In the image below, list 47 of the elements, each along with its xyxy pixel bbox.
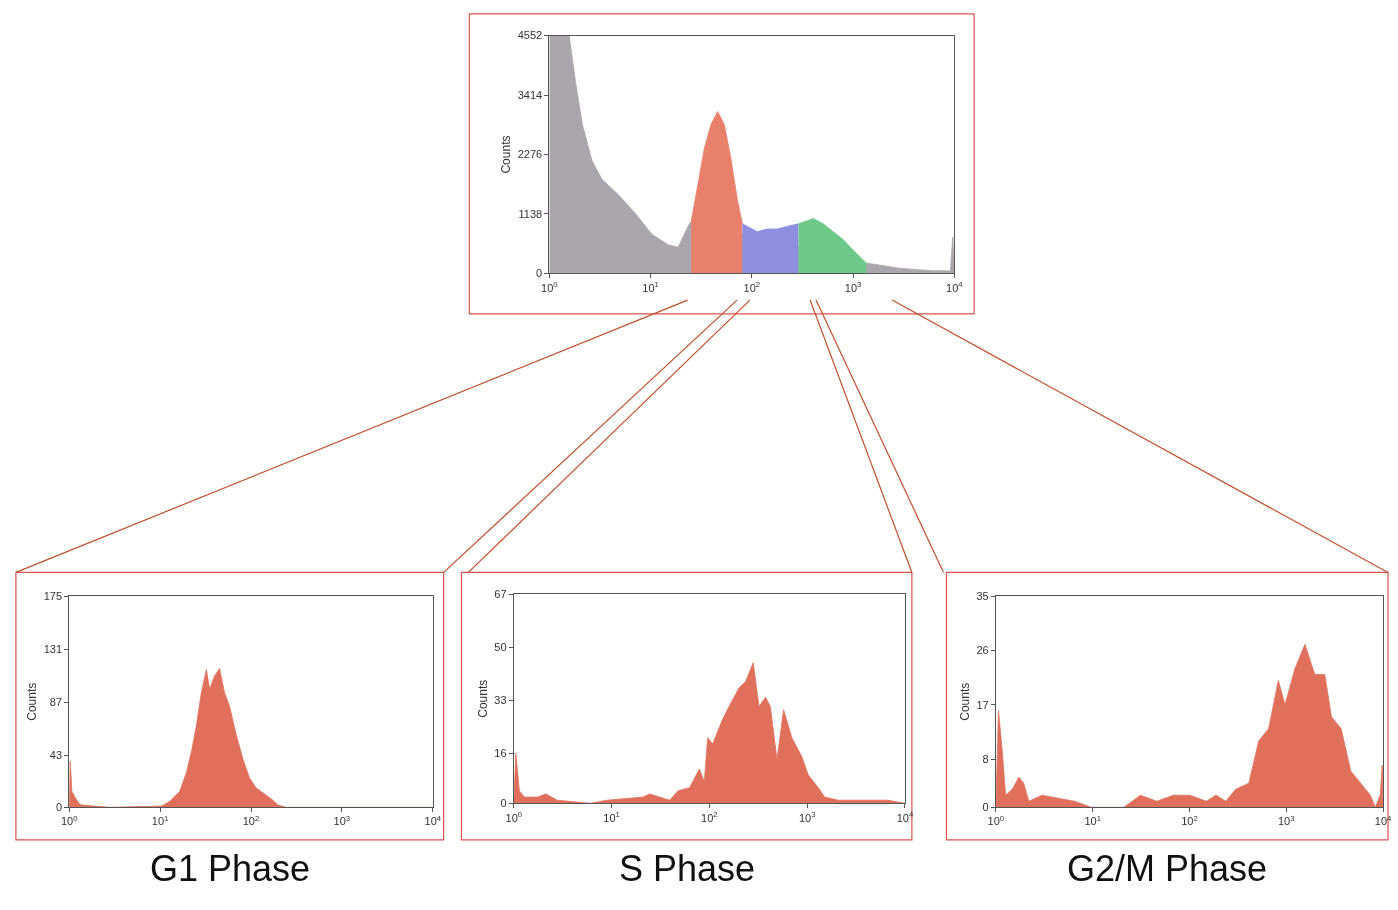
x-tick-label: 10$^{4}$ <box>424 813 442 828</box>
y-tick-label: 50 <box>494 641 507 654</box>
y-tick-label: 0 <box>536 267 543 280</box>
y-tick-label: 175 <box>43 589 63 602</box>
text: S Phase <box>619 848 756 889</box>
y-tick-label: 4552 <box>517 29 543 42</box>
x-tick-label: 10$^{3}$ <box>798 809 816 824</box>
y-tick-label: 8 <box>982 752 989 765</box>
x-tick-label: 10$^{3}$ <box>844 280 862 294</box>
y-axis-title: Counts <box>24 682 39 721</box>
y-tick-label: 1138 <box>518 207 543 220</box>
x-tick-label: 10$^{4}$ <box>946 280 964 294</box>
y-tick-label: 0 <box>500 797 507 810</box>
x-tick-label: 10$^{1}$ <box>642 280 659 294</box>
y-tick-label: 16 <box>494 747 507 760</box>
x-tick-label: 10$^{4}$ <box>896 809 914 824</box>
x-tick-label: 10$^{2}$ <box>1181 813 1198 828</box>
y-tick-label: 0 <box>982 801 989 814</box>
y-tick-label: 43 <box>49 749 63 762</box>
y-tick-label: 2276 <box>517 148 543 161</box>
y-tick-label: 35 <box>976 589 989 602</box>
x-tick-label: 10$^{3}$ <box>333 813 351 828</box>
y-axis-title: Counts <box>475 679 490 718</box>
y-tick-label: 26 <box>976 644 989 657</box>
y-tick-label: 67 <box>494 587 507 600</box>
x-tick-label: 10$^{0}$ <box>541 280 558 294</box>
x-tick-label: 10$^{2}$ <box>242 813 260 828</box>
x-tick-label: 10$^{0}$ <box>987 813 1005 828</box>
y-tick-label: 17 <box>976 698 989 711</box>
y-tick-label: 131 <box>43 643 63 656</box>
y-tick-label: 0 <box>55 801 63 814</box>
text: G1 Phase <box>150 848 311 889</box>
x-tick-label: 10$^{3}$ <box>1277 813 1295 828</box>
y-axis-title: Counts <box>498 135 513 174</box>
x-tick-label: 10$^{4}$ <box>1374 813 1393 828</box>
text: G2/M Phase <box>1067 848 1268 889</box>
x-tick-label: 10$^{2}$ <box>743 280 761 294</box>
x-tick-label: 10$^{1}$ <box>603 809 620 824</box>
y-tick-label: 87 <box>49 696 63 709</box>
y-axis-title: Counts <box>957 682 972 721</box>
y-tick-label: 3414 <box>517 88 543 101</box>
x-tick-label: 10$^{2}$ <box>701 809 718 824</box>
x-tick-label: 10$^{1}$ <box>1084 813 1101 828</box>
x-tick-label: 10$^{0}$ <box>505 809 523 824</box>
y-tick-label: 33 <box>494 694 507 707</box>
x-tick-label: 10$^{1}$ <box>151 813 169 828</box>
x-tick-label: 10$^{0}$ <box>60 813 78 828</box>
